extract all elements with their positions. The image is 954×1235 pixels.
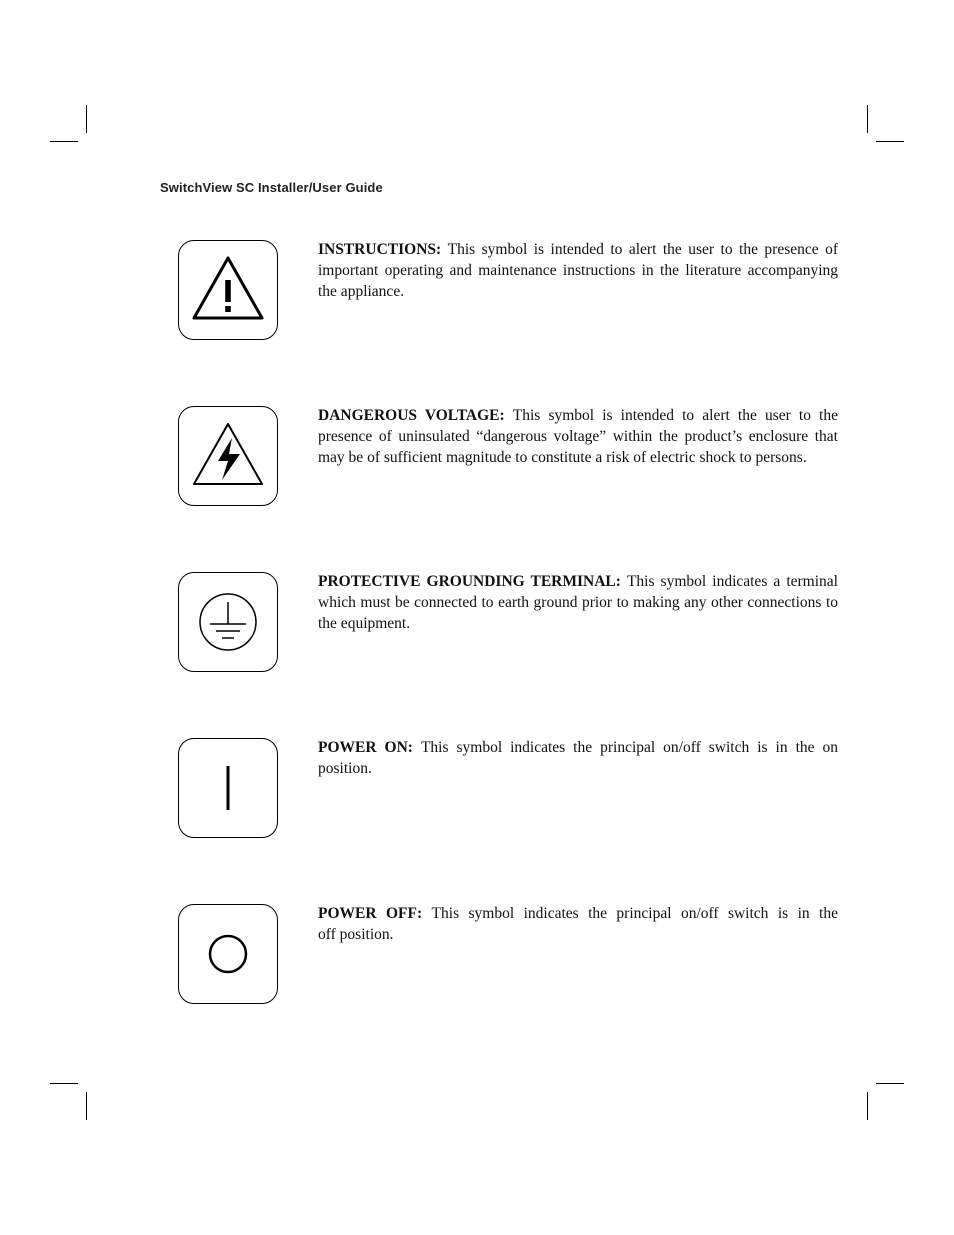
symbol-text-power-on: POWER ON: This symbol indicates the prin… [318, 738, 838, 780]
power-on-icon [178, 738, 278, 838]
symbol-row-power-off: POWER OFF: This symbol indicates the pri… [178, 904, 838, 1004]
crop-mark-bl-v [86, 1092, 87, 1120]
crop-mark-br-h [876, 1083, 904, 1084]
dangerous-voltage-icon [178, 406, 278, 506]
symbol-row-power-on: POWER ON: This symbol indicates the prin… [178, 738, 838, 838]
symbol-text-dangerous-voltage: DANGEROUS VOLTAGE: This symbol is intend… [318, 406, 838, 469]
page-header-title: SwitchView SC Installer/User Guide [160, 180, 383, 195]
symbol-text-power-off: POWER OFF: This symbol indicates the pri… [318, 904, 838, 946]
symbol-heading: POWER OFF: [318, 905, 432, 922]
crop-mark-tr-v [867, 105, 868, 133]
symbol-heading: INSTRUCTIONS: [318, 241, 448, 258]
crop-mark-tl-h [50, 141, 78, 142]
symbol-row-dangerous-voltage: DANGEROUS VOLTAGE: This symbol is intend… [178, 406, 838, 506]
symbol-heading: PROTECTIVE GROUNDING TERMINAL: [318, 573, 627, 590]
symbol-row-instructions: INSTRUCTIONS: This symbol is intended to… [178, 240, 838, 340]
power-off-icon [178, 904, 278, 1004]
symbol-row-protective-ground: PROTECTIVE GROUNDING TERMINAL: This symb… [178, 572, 838, 672]
crop-mark-tr-h [876, 141, 904, 142]
warning-exclamation-icon [178, 240, 278, 340]
symbol-heading: DANGEROUS VOLTAGE: [318, 407, 513, 424]
symbol-text-protective-ground: PROTECTIVE GROUNDING TERMINAL: This symb… [318, 572, 838, 635]
crop-mark-tl-v [86, 105, 87, 133]
crop-mark-bl-h [50, 1083, 78, 1084]
symbol-text-instructions: INSTRUCTIONS: This symbol is intended to… [318, 240, 838, 303]
protective-ground-icon [178, 572, 278, 672]
symbol-heading: POWER ON: [318, 739, 421, 756]
symbol-definitions: INSTRUCTIONS: This symbol is intended to… [178, 240, 838, 1070]
crop-mark-br-v [867, 1092, 868, 1120]
